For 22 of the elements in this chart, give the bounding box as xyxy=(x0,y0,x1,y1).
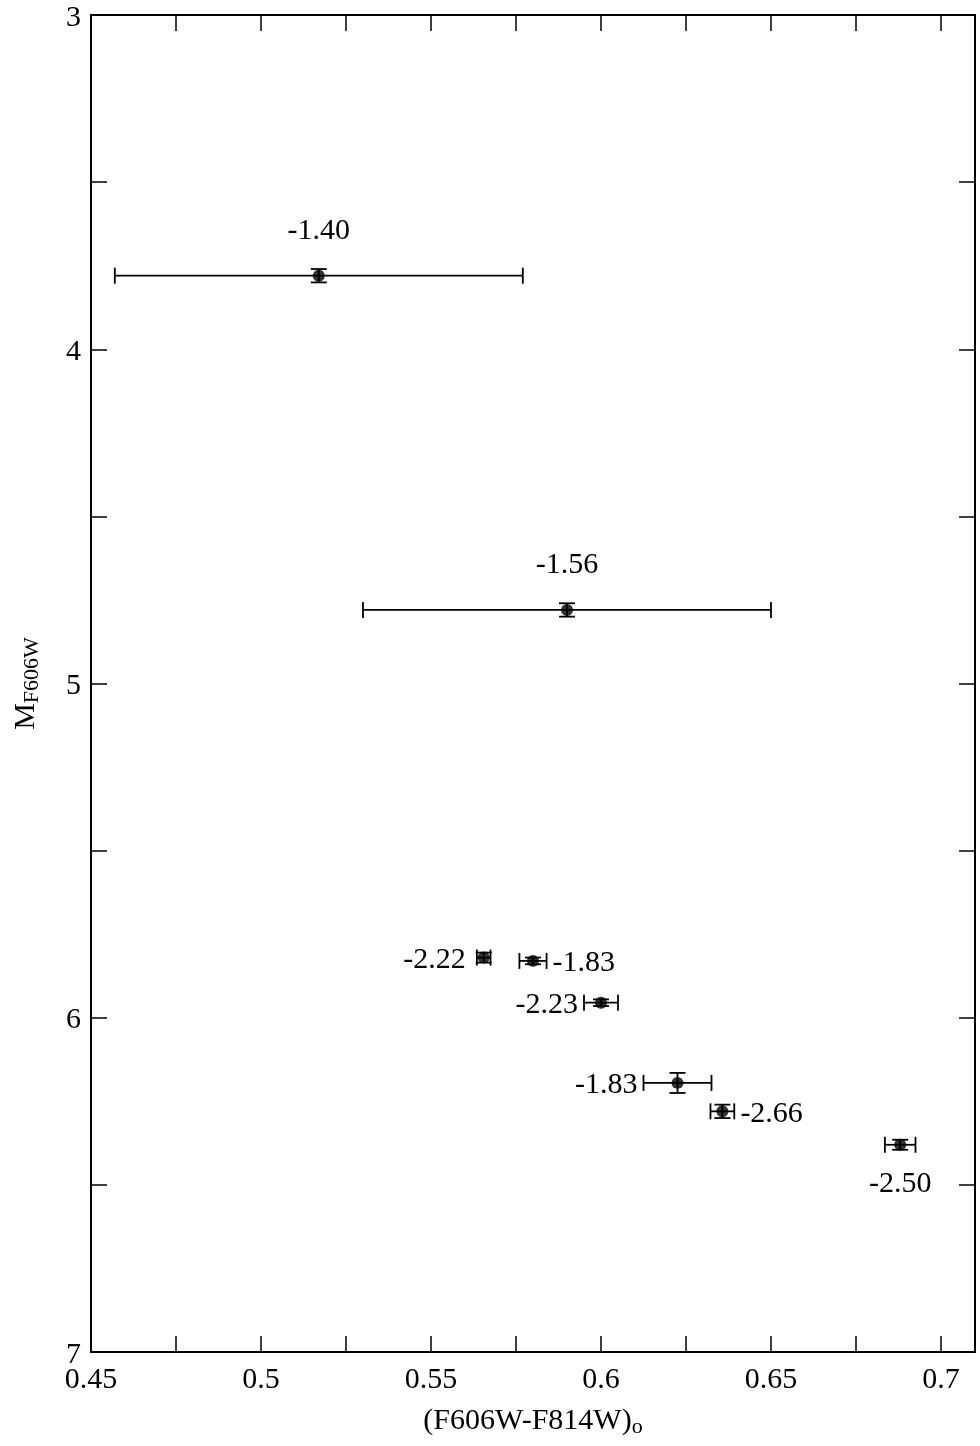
annotation: -2.23 xyxy=(515,986,578,1020)
x-tick-label: 0.65 xyxy=(744,1360,798,1394)
annotation: -1.40 xyxy=(287,212,351,246)
annotation: -1.56 xyxy=(535,546,599,580)
annotation: -2.22 xyxy=(403,941,466,975)
x-tick-label: 0.55 xyxy=(404,1360,458,1394)
y-tick-label: 6 xyxy=(66,1001,81,1035)
y-tick-label: 3 xyxy=(66,0,81,32)
y-tick-label: 4 xyxy=(66,332,81,366)
annotation: -1.83 xyxy=(575,1066,638,1100)
annotation: -2.50 xyxy=(868,1165,932,1199)
annotation: -2.66 xyxy=(740,1094,803,1128)
x-tick-label: 0.6 xyxy=(582,1360,620,1394)
y-tick-label: 5 xyxy=(66,667,81,700)
annotation: -1.83 xyxy=(552,944,616,978)
x-tick-label: 0.5 xyxy=(242,1360,280,1394)
point xyxy=(595,996,607,1009)
point xyxy=(671,1076,684,1089)
x-tick-label: 0.7 xyxy=(922,1360,960,1394)
point xyxy=(527,954,539,967)
y-axis-title: MF606W xyxy=(6,636,43,730)
point xyxy=(894,1138,907,1151)
